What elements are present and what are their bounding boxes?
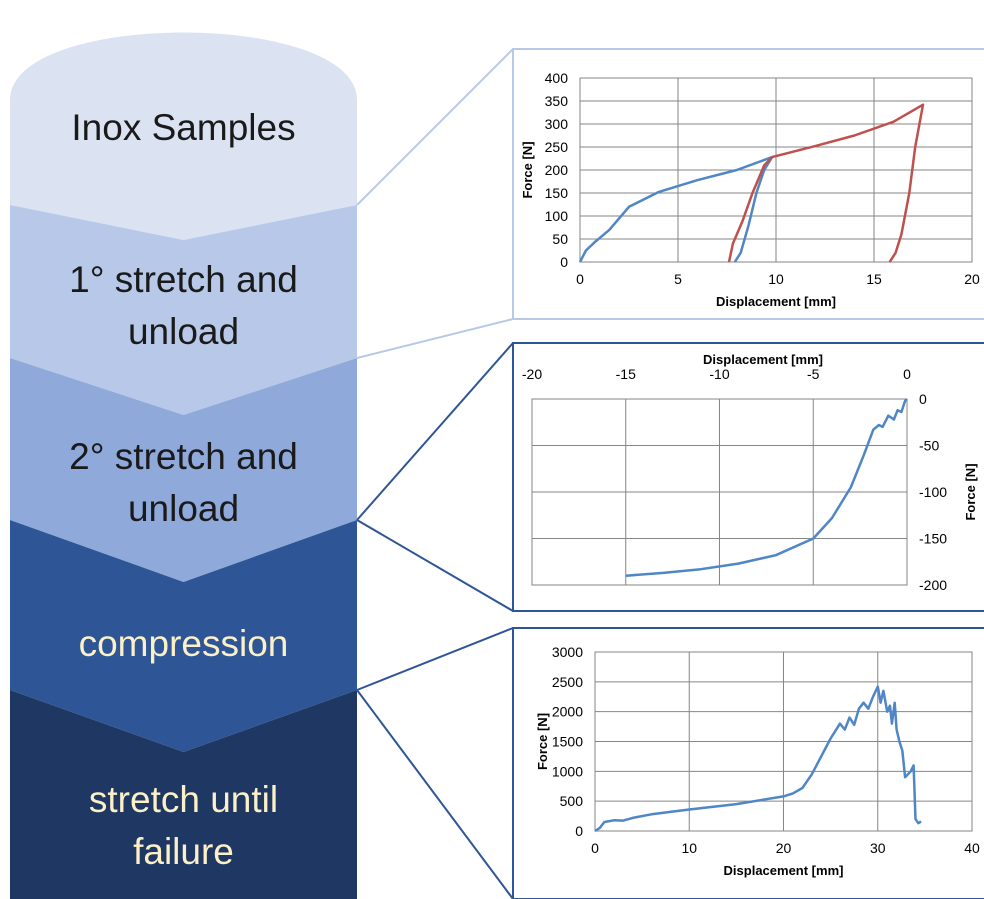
chart-2-x-tick-label: 0 <box>903 366 911 382</box>
chart-2-y-tick-label: -200 <box>919 577 947 593</box>
chart-3-y-tick-label: 1000 <box>552 763 583 779</box>
chart-2-y-tick-label: -100 <box>919 484 947 500</box>
chart-1-y-tick-label: 150 <box>545 185 569 201</box>
step-band-5 <box>10 690 357 899</box>
chart-1-y-axis-title: Force [N] <box>520 141 535 198</box>
connector-3-top <box>356 627 514 691</box>
connector-1-bottom <box>356 318 514 359</box>
chart-2-y-tick-label: -50 <box>919 438 939 454</box>
chart-1-y-tick-label: 100 <box>545 208 569 224</box>
chart-1-y-tick-label: 350 <box>545 93 569 109</box>
step-label-2-line-2: unload <box>128 311 239 352</box>
step-label-5-line-1: stretch until <box>89 779 278 820</box>
chart-3-x-tick-label: 0 <box>591 840 599 856</box>
chart-3-y-axis-title: Force [N] <box>535 713 550 770</box>
chart-3-frame <box>512 627 984 899</box>
connector-1-top <box>356 48 514 206</box>
chart-1-y-tick-label: 300 <box>545 116 569 132</box>
step-band-2 <box>10 205 357 415</box>
step-band-1 <box>10 32 357 240</box>
connector-3-bottom <box>356 689 514 899</box>
chart-3-x-tick-label: 20 <box>776 840 792 856</box>
chart-2-x-tick-label: -5 <box>807 366 820 382</box>
chart-1-x-tick-label: 15 <box>866 271 882 287</box>
step-label-2-line-1: 1° stretch and <box>69 259 298 300</box>
chart-3-x-tick-label: 10 <box>681 840 697 856</box>
chart-1-x-axis-title: Displacement [mm] <box>716 294 836 309</box>
chart-2-x-tick-label: -20 <box>522 366 542 382</box>
chart-2-y-tick-label: -150 <box>919 531 947 547</box>
chart-1-series-2-line <box>727 103 925 263</box>
chart-3-y-tick-label: 2000 <box>552 704 583 720</box>
chart-3: 0 10 20 30 40 0 500 1000 1500 2000 2500 3000 Displac… <box>535 644 980 878</box>
step-label-4-line-1: compression <box>79 623 289 664</box>
chart-2-x-tick-label: -15 <box>616 366 636 382</box>
chart-1-y-tick-label: 400 <box>545 70 569 86</box>
chart-3-x-axis-title: Displacement [mm] <box>724 863 844 878</box>
chart-1-y-tick-label: 250 <box>545 139 569 155</box>
step-band-4 <box>10 520 357 752</box>
chart-2-y-axis-title: Force [N] <box>963 463 978 520</box>
chart-1-series-1-line <box>578 155 774 263</box>
chart-3-series-1-line <box>594 685 922 833</box>
step-label-3-line-2: unload <box>128 488 239 529</box>
chart-3-x-tick-label: 30 <box>870 840 886 856</box>
connector-2-bottom <box>356 519 514 612</box>
step-label-3-line-1: 2° stretch and <box>69 436 298 477</box>
chart-1-x-tick-label: 0 <box>576 271 584 287</box>
chart-1-x-tick-label: 5 <box>674 271 682 287</box>
step-label-5-line-2: failure <box>133 831 234 872</box>
chart-3-y-tick-label: 1500 <box>552 734 583 750</box>
chart-1-y-tick-label: 200 <box>545 162 569 178</box>
chart-2-frame <box>512 342 984 612</box>
chart-1-frame <box>512 48 984 320</box>
chart-2-series-1-line <box>625 398 908 577</box>
chart-2-y-tick-label: 0 <box>919 391 927 407</box>
chart-1-y-tick-label: 0 <box>560 254 568 270</box>
chart-2: -20 -15 -10 -5 00-50-100-150-200Displacement… <box>522 352 978 593</box>
chart-1-y-tick-label: 50 <box>552 231 568 247</box>
chart-3-y-tick-label: 500 <box>560 793 584 809</box>
chart-1-x-tick-label: 20 <box>964 271 980 287</box>
step-band-3 <box>10 358 357 582</box>
chart-2-x-axis-title: Displacement [mm] <box>703 352 823 367</box>
step-label-1-line-1: Inox Samples <box>71 107 295 148</box>
chart-1: 0 5 10 15 20050100150200250300350400Displace… <box>520 70 980 309</box>
chart-3-y-tick-label: 0 <box>575 823 583 839</box>
chart-1-x-tick-label: 10 <box>768 271 784 287</box>
connector-2-top <box>356 342 514 521</box>
chart-3-y-tick-label: 3000 <box>552 644 583 660</box>
chart-3-y-tick-label: 2500 <box>552 674 583 690</box>
chart-2-x-tick-label: -10 <box>709 366 729 382</box>
chart-3-x-tick-label: 40 <box>964 840 980 856</box>
